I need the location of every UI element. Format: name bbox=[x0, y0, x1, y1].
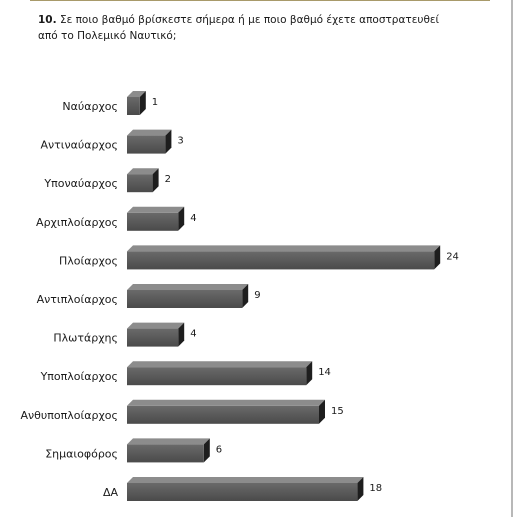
bar-group: Υποπλοίαρχος 14 bbox=[40, 361, 331, 386]
bar-group: Αντιναύαρχος 3 bbox=[40, 129, 184, 154]
category-label: Αντιπλοίαρχος bbox=[37, 293, 118, 306]
bar bbox=[127, 328, 179, 347]
bar-side-face bbox=[242, 284, 249, 308]
category-label: Υποπλοίαρχος bbox=[40, 370, 118, 383]
bar-group: ΔΑ 18 bbox=[103, 477, 382, 501]
bar bbox=[127, 290, 243, 308]
category-label: Υποναύαρχος bbox=[43, 177, 118, 190]
bar-group: Πλοίαρχος 24 bbox=[59, 245, 459, 270]
bar-group: Υποναύαρχος 2 bbox=[43, 168, 171, 193]
bar-top-face bbox=[127, 168, 159, 175]
value-label: 24 bbox=[446, 251, 459, 262]
bar-top-face bbox=[127, 245, 441, 252]
category-label: Πλοίαρχος bbox=[59, 254, 118, 267]
bar bbox=[127, 483, 358, 501]
question-text: 10. Σε ποιο βαθμό βρίσκεστε σήμερα ή με … bbox=[38, 12, 458, 44]
category-label: Ανθυποπλοίαρχος bbox=[21, 409, 118, 422]
value-label: 4 bbox=[190, 329, 196, 340]
bar bbox=[127, 212, 179, 231]
question-number: 10. bbox=[38, 14, 57, 26]
bar bbox=[127, 367, 307, 386]
bar bbox=[127, 174, 153, 193]
bar-group: Ναύαρχος 1 bbox=[62, 91, 158, 115]
value-label: 15 bbox=[331, 406, 344, 417]
bar bbox=[127, 97, 140, 115]
value-label: 4 bbox=[190, 213, 196, 224]
bar-group: Αρχιπλοίαρχος 4 bbox=[36, 206, 197, 231]
bar-side-face bbox=[178, 322, 185, 347]
bar-side-face bbox=[139, 91, 146, 115]
value-label: 2 bbox=[165, 174, 171, 185]
bar-group: Αντιπλοίαρχος 9 bbox=[37, 284, 261, 308]
category-label: Σημαιοφόρος bbox=[45, 447, 118, 460]
bar-top-face bbox=[127, 361, 313, 368]
bar bbox=[127, 135, 166, 154]
value-label: 6 bbox=[216, 444, 222, 455]
bar-top-face bbox=[127, 206, 185, 213]
bar-group: Πλωτάρχης 4 bbox=[53, 322, 197, 347]
category-label: Αρχιπλοίαρχος bbox=[36, 216, 118, 229]
bar-side-face bbox=[152, 168, 159, 193]
bar-top-face bbox=[127, 91, 146, 97]
bar bbox=[127, 251, 435, 270]
bar-side-face bbox=[306, 361, 313, 386]
value-label: 1 bbox=[152, 97, 158, 108]
bar bbox=[127, 405, 319, 424]
bar-top-face bbox=[127, 284, 249, 290]
value-label: 14 bbox=[318, 367, 331, 378]
bar-top-face bbox=[127, 129, 172, 136]
bar-side-face bbox=[434, 245, 441, 270]
bar-group: Σημαιοφόρος 6 bbox=[45, 438, 222, 463]
bar-side-face bbox=[165, 129, 172, 154]
top-rule bbox=[30, 0, 490, 1]
question-body: Σε ποιο βαθμό βρίσκεστε σήμερα ή με ποιο… bbox=[38, 14, 440, 42]
value-label: 3 bbox=[177, 136, 183, 147]
page-edge-rule bbox=[511, 0, 513, 517]
bar bbox=[127, 444, 204, 463]
bar-side-face bbox=[203, 438, 210, 463]
bar-side-face bbox=[357, 477, 364, 501]
category-label: ΔΑ bbox=[103, 486, 119, 499]
bar-top-face bbox=[127, 399, 325, 406]
bar-top-face bbox=[127, 477, 364, 483]
category-label: Πλωτάρχης bbox=[53, 332, 118, 345]
bar-side-face bbox=[178, 206, 185, 231]
bar-side-face bbox=[319, 399, 325, 424]
bar-top-face bbox=[127, 322, 185, 329]
value-label: 9 bbox=[254, 290, 260, 301]
category-label: Ναύαρχος bbox=[62, 100, 118, 113]
category-label: Αντιναύαρχος bbox=[40, 139, 118, 152]
bar-group: Ανθυποπλοίαρχος 15 bbox=[21, 399, 344, 424]
bar-top-face bbox=[127, 438, 210, 445]
value-label: 18 bbox=[369, 483, 382, 494]
